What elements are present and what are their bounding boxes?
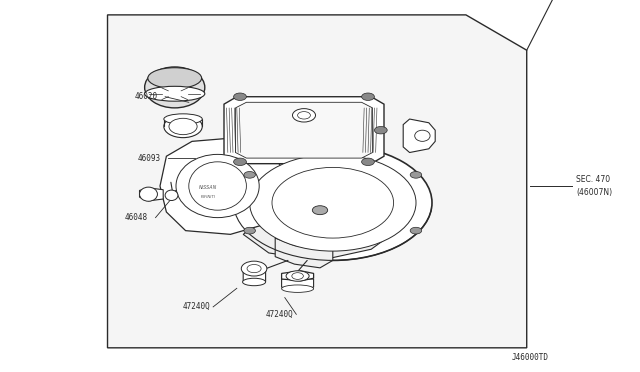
Text: 46048: 46048 bbox=[125, 213, 148, 222]
Polygon shape bbox=[243, 272, 266, 283]
Text: 46020: 46020 bbox=[134, 92, 157, 101]
Polygon shape bbox=[269, 205, 371, 231]
Ellipse shape bbox=[234, 93, 246, 100]
Ellipse shape bbox=[244, 171, 255, 178]
Text: NISSAN: NISSAN bbox=[199, 185, 217, 190]
Ellipse shape bbox=[244, 227, 255, 234]
Ellipse shape bbox=[282, 285, 314, 292]
Ellipse shape bbox=[410, 227, 422, 234]
Text: 47240Q: 47240Q bbox=[266, 310, 293, 319]
Ellipse shape bbox=[272, 167, 394, 238]
Ellipse shape bbox=[164, 115, 202, 138]
Ellipse shape bbox=[165, 190, 178, 201]
Ellipse shape bbox=[169, 118, 197, 135]
Ellipse shape bbox=[292, 273, 303, 279]
Polygon shape bbox=[224, 97, 384, 164]
Ellipse shape bbox=[243, 278, 266, 286]
Ellipse shape bbox=[189, 162, 246, 210]
Polygon shape bbox=[282, 279, 314, 289]
Ellipse shape bbox=[298, 112, 310, 119]
Ellipse shape bbox=[176, 154, 259, 218]
Polygon shape bbox=[282, 271, 314, 281]
Ellipse shape bbox=[145, 86, 205, 101]
Ellipse shape bbox=[241, 261, 267, 276]
Text: INFINITI: INFINITI bbox=[200, 195, 216, 199]
Ellipse shape bbox=[374, 126, 387, 134]
Polygon shape bbox=[275, 238, 333, 268]
Ellipse shape bbox=[362, 93, 374, 100]
Ellipse shape bbox=[415, 130, 430, 141]
Ellipse shape bbox=[410, 171, 422, 178]
Ellipse shape bbox=[148, 68, 202, 89]
Ellipse shape bbox=[312, 206, 328, 215]
Polygon shape bbox=[108, 15, 527, 348]
Polygon shape bbox=[243, 208, 397, 260]
Text: 47240Q: 47240Q bbox=[182, 302, 210, 311]
Polygon shape bbox=[403, 119, 435, 153]
Ellipse shape bbox=[140, 187, 157, 201]
Text: 46093: 46093 bbox=[138, 154, 161, 163]
Ellipse shape bbox=[234, 158, 246, 166]
Ellipse shape bbox=[234, 145, 432, 260]
Text: J46000TD: J46000TD bbox=[512, 353, 549, 362]
Polygon shape bbox=[243, 263, 266, 273]
Text: SEC. 470: SEC. 470 bbox=[576, 175, 610, 184]
Ellipse shape bbox=[145, 67, 205, 108]
Ellipse shape bbox=[247, 264, 261, 273]
Polygon shape bbox=[236, 102, 372, 158]
Ellipse shape bbox=[250, 154, 416, 251]
Ellipse shape bbox=[286, 271, 309, 281]
Text: (46007N): (46007N) bbox=[576, 188, 612, 197]
Polygon shape bbox=[160, 138, 282, 234]
Ellipse shape bbox=[164, 114, 202, 124]
Ellipse shape bbox=[292, 109, 316, 122]
Polygon shape bbox=[140, 188, 163, 201]
Ellipse shape bbox=[362, 158, 374, 166]
